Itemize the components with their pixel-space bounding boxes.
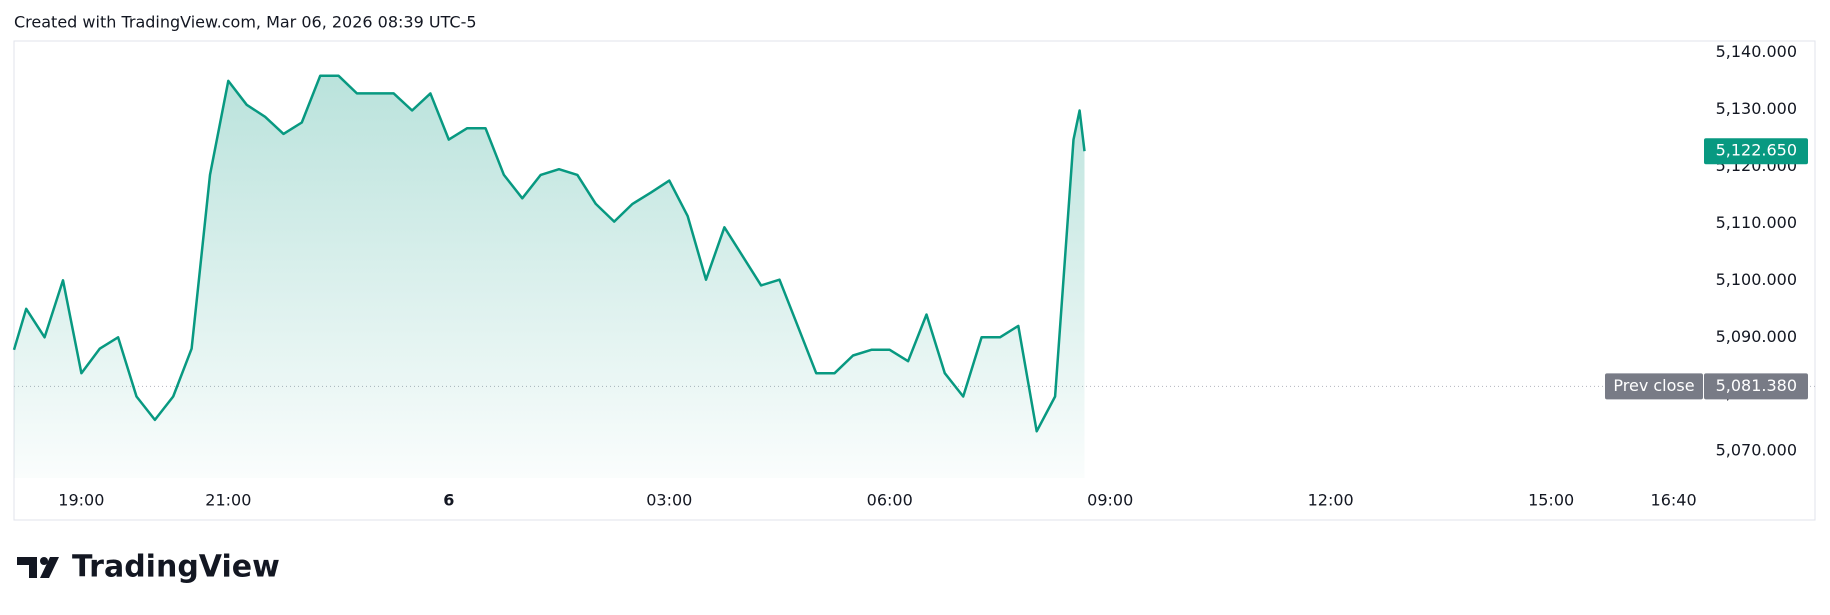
- x-tick-label: 03:00: [646, 491, 692, 510]
- last-price-label: 5,122.650: [1716, 141, 1797, 160]
- header-text: Created with TradingView.com, Mar 06, 20…: [14, 13, 477, 32]
- logo: [17, 557, 59, 578]
- y-tick-label: 5,110.000: [1716, 213, 1797, 232]
- area-fill: [14, 75, 1085, 479]
- y-tick-label: 5,130.000: [1716, 99, 1797, 118]
- chart-frame: [13, 40, 1816, 521]
- y-tick-label: 5,070.000: [1716, 441, 1797, 460]
- x-tick-label: 09:00: [1087, 491, 1133, 510]
- x-tick-label: 19:00: [58, 491, 104, 510]
- x-tick-label: 15:00: [1528, 491, 1574, 510]
- x-tick-label: 16:40: [1651, 491, 1697, 510]
- y-tick-label: 5,100.000: [1716, 270, 1797, 289]
- last-price-badge: [1704, 138, 1808, 165]
- price-line: [12, 74, 1086, 433]
- x-tick-label: 6: [443, 491, 454, 510]
- y-tick-label: 5,090.000: [1716, 327, 1797, 346]
- x-tick-label: 21:00: [205, 491, 251, 510]
- prev-close-badge: [1605, 373, 1703, 400]
- x-tick-label: 12:00: [1308, 491, 1354, 510]
- prev-close-value-badge: [1704, 373, 1808, 400]
- prev-close-value-label: 5,081.380: [1716, 376, 1797, 395]
- x-tick-label: 06:00: [867, 491, 913, 510]
- y-tick-label: 5,140.000: [1716, 42, 1797, 61]
- logo-text: TradingView: [72, 550, 280, 585]
- prev-close-label: Prev close: [1613, 376, 1694, 395]
